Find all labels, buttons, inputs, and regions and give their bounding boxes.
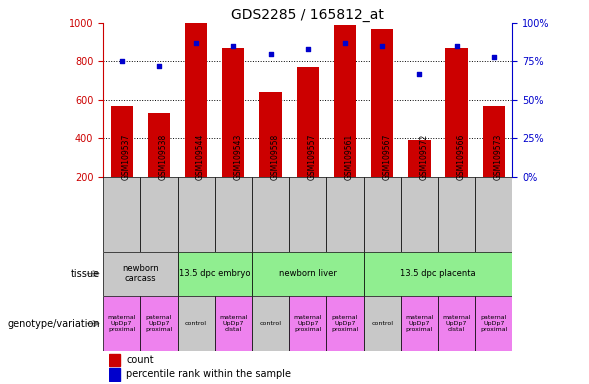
Bar xyxy=(438,177,475,252)
Text: tissue: tissue xyxy=(71,268,100,279)
Bar xyxy=(103,252,177,296)
Bar xyxy=(326,177,363,252)
Title: GDS2285 / 165812_at: GDS2285 / 165812_at xyxy=(231,8,384,22)
Point xyxy=(340,40,350,46)
Text: GSM109573: GSM109573 xyxy=(494,134,503,180)
Bar xyxy=(438,296,475,351)
Text: GSM109558: GSM109558 xyxy=(270,134,280,180)
Text: GSM109572: GSM109572 xyxy=(419,134,428,180)
Text: GSM109561: GSM109561 xyxy=(345,134,354,180)
Bar xyxy=(445,48,468,177)
Bar xyxy=(289,177,326,252)
Bar xyxy=(140,177,177,252)
Text: paternal
UpDp7
proximal: paternal UpDp7 proximal xyxy=(145,315,173,332)
Bar xyxy=(259,92,282,177)
Bar xyxy=(363,296,401,351)
Text: maternal
UpDp7
distal: maternal UpDp7 distal xyxy=(219,315,247,332)
Point xyxy=(378,43,387,49)
Bar xyxy=(363,177,401,252)
Bar xyxy=(482,106,505,177)
Text: 13.5 dpc placenta: 13.5 dpc placenta xyxy=(400,269,476,278)
Text: percentile rank within the sample: percentile rank within the sample xyxy=(126,369,291,379)
Text: paternal
UpDp7
proximal: paternal UpDp7 proximal xyxy=(331,315,359,332)
Text: paternal
UpDp7
proximal: paternal UpDp7 proximal xyxy=(480,315,508,332)
Text: GSM109543: GSM109543 xyxy=(233,134,242,180)
Text: newborn liver: newborn liver xyxy=(279,269,337,278)
Text: maternal
UpDp7
proximal: maternal UpDp7 proximal xyxy=(293,315,322,332)
Text: control: control xyxy=(185,321,207,326)
Text: GSM109544: GSM109544 xyxy=(196,134,205,180)
Point xyxy=(452,43,461,49)
Point xyxy=(191,40,201,46)
Text: 13.5 dpc embryo: 13.5 dpc embryo xyxy=(179,269,250,278)
Text: GSM109557: GSM109557 xyxy=(308,134,317,180)
Point xyxy=(266,51,275,57)
Text: count: count xyxy=(126,355,154,365)
Text: GSM109567: GSM109567 xyxy=(382,134,391,180)
Bar xyxy=(109,368,120,381)
Bar xyxy=(109,354,120,366)
Text: maternal
UpDp7
proximal: maternal UpDp7 proximal xyxy=(107,315,136,332)
Bar xyxy=(326,296,363,351)
Bar xyxy=(408,140,431,177)
Bar xyxy=(215,177,252,252)
Bar xyxy=(148,113,170,177)
Bar xyxy=(103,296,140,351)
Bar xyxy=(371,29,393,177)
Bar xyxy=(297,67,319,177)
Bar xyxy=(252,252,363,296)
Bar xyxy=(401,296,438,351)
Bar xyxy=(215,296,252,351)
Bar xyxy=(475,296,512,351)
Point xyxy=(154,63,164,69)
Point xyxy=(117,58,127,65)
Bar xyxy=(177,296,215,351)
Bar xyxy=(185,23,207,177)
Text: genotype/variation: genotype/variation xyxy=(8,318,100,329)
Point xyxy=(489,54,498,60)
Bar xyxy=(252,296,289,351)
Bar xyxy=(401,177,438,252)
Bar xyxy=(111,106,133,177)
Bar xyxy=(334,25,356,177)
Bar xyxy=(363,252,512,296)
Bar xyxy=(103,177,140,252)
Bar xyxy=(289,296,326,351)
Point xyxy=(303,46,313,52)
Point xyxy=(415,71,424,77)
Text: GSM109537: GSM109537 xyxy=(122,134,131,180)
Point xyxy=(229,43,238,49)
Text: newborn
carcass: newborn carcass xyxy=(122,264,158,283)
Bar xyxy=(177,177,215,252)
Text: control: control xyxy=(371,321,393,326)
Text: GSM109566: GSM109566 xyxy=(456,134,466,180)
Text: GSM109538: GSM109538 xyxy=(159,134,168,180)
Text: maternal
UpDp7
distal: maternal UpDp7 distal xyxy=(442,315,471,332)
Bar xyxy=(177,252,252,296)
Bar xyxy=(475,177,512,252)
Bar xyxy=(222,48,244,177)
Text: control: control xyxy=(260,321,282,326)
Text: maternal
UpDp7
proximal: maternal UpDp7 proximal xyxy=(405,315,434,332)
Bar xyxy=(140,296,177,351)
Bar xyxy=(252,177,289,252)
